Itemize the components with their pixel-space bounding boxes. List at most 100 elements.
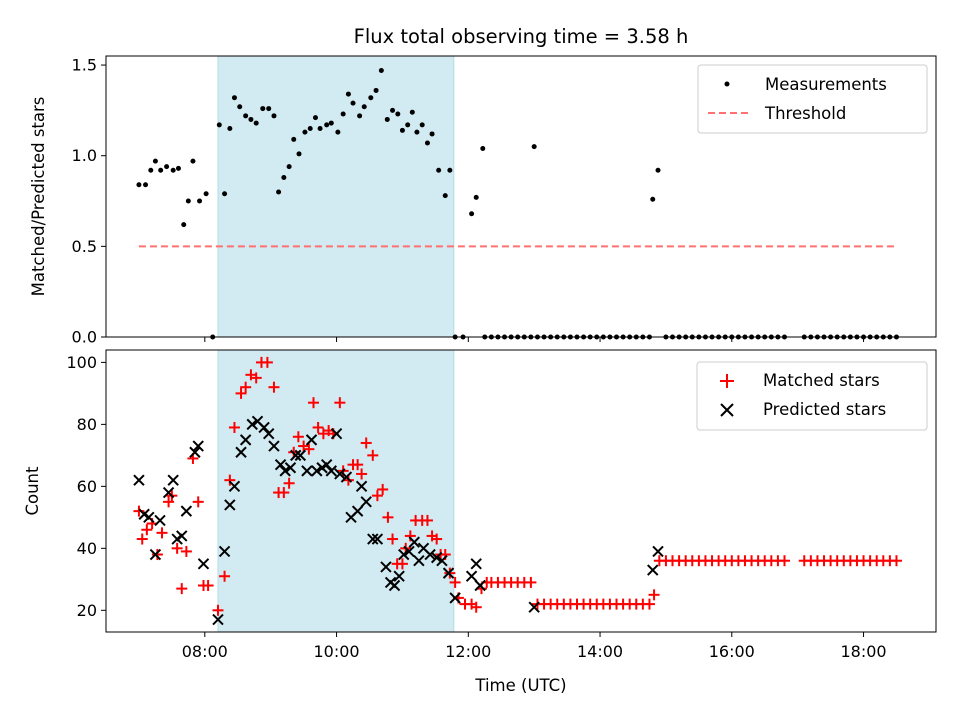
measurement-point bbox=[384, 116, 390, 122]
measurement-point bbox=[216, 122, 222, 128]
measurement-point bbox=[227, 126, 233, 132]
matched-star-point bbox=[250, 372, 262, 384]
predicted-star-point bbox=[294, 449, 307, 462]
top-y-axis: 0.0 0.5 1.0 1.5 bbox=[72, 56, 106, 347]
legend-matched-label: Matched stars bbox=[763, 371, 880, 390]
matched-star-point bbox=[261, 356, 273, 368]
measurement-point bbox=[390, 107, 396, 113]
measurement-point bbox=[340, 111, 346, 117]
bottom-panel: 20 40 60 80 100 08:00 10:00 12:00 14:00 16:00 18:… bbox=[23, 349, 937, 695]
measurement-point bbox=[237, 104, 243, 110]
predicted-star-point bbox=[647, 564, 659, 576]
matched-star-point bbox=[431, 533, 443, 545]
matched-star-point bbox=[278, 487, 290, 499]
bottom-axes-frame bbox=[105, 349, 937, 633]
measurement-point bbox=[399, 127, 405, 133]
bottom-x-tick-label: 08:00 bbox=[182, 642, 228, 661]
measurement-point bbox=[350, 100, 356, 106]
measurement-point bbox=[424, 140, 430, 146]
measurement-point bbox=[317, 126, 323, 132]
matched-star-point bbox=[352, 459, 364, 471]
matched-star-point bbox=[136, 533, 148, 545]
matched-star-point bbox=[449, 576, 461, 588]
measurement-point bbox=[328, 120, 334, 126]
measurement-point bbox=[345, 91, 351, 97]
measurement-point bbox=[185, 198, 191, 204]
predicted-star-point bbox=[330, 427, 343, 440]
matched-star-point bbox=[163, 496, 175, 508]
matched-star-point bbox=[202, 580, 214, 592]
measurement-point bbox=[429, 131, 435, 137]
top-y-tick-label: 1.5 bbox=[72, 56, 97, 75]
measurement-point bbox=[473, 194, 479, 200]
predicted-star-point bbox=[380, 561, 392, 573]
predicted-star-point bbox=[325, 465, 337, 477]
measurement-point bbox=[405, 122, 411, 128]
matched-star-point bbox=[387, 533, 399, 545]
measurement-point bbox=[409, 109, 415, 115]
predicted-star-point bbox=[133, 474, 145, 486]
predicted-star-point bbox=[290, 449, 302, 462]
predicted-star-point bbox=[393, 570, 405, 582]
measurement-point bbox=[266, 106, 272, 112]
matched-star-point bbox=[404, 530, 416, 542]
predicted-star-point bbox=[301, 465, 313, 477]
predicted-star-point bbox=[154, 514, 166, 527]
matched-star-point bbox=[171, 542, 183, 554]
measurement-point bbox=[158, 167, 164, 173]
predicted-star-point bbox=[528, 601, 540, 613]
measurement-point bbox=[480, 145, 486, 151]
predicted-star-point bbox=[162, 486, 175, 499]
legend-measurements-label: Measurements bbox=[765, 75, 887, 94]
predicted-star-point bbox=[408, 536, 420, 548]
bottom-x-tick-label: 16:00 bbox=[709, 642, 755, 661]
matched-stars-points bbox=[133, 356, 902, 616]
predicted-star-point bbox=[246, 418, 258, 431]
bottom-x-tick-label: 14:00 bbox=[577, 642, 623, 661]
top-y-tick-label: 0.0 bbox=[72, 328, 97, 347]
predicted-star-point bbox=[197, 558, 210, 570]
measurement-point bbox=[170, 167, 176, 173]
matched-star-point bbox=[156, 527, 168, 539]
top-y-tick-label: 0.5 bbox=[72, 237, 97, 256]
predicted-star-point bbox=[149, 548, 162, 561]
predicted-star-point bbox=[320, 458, 333, 471]
top-legend-box bbox=[697, 64, 928, 134]
top-y-tick-label: 1.0 bbox=[72, 146, 97, 165]
bottom-shade-rect bbox=[217, 349, 455, 633]
measurement-point bbox=[181, 222, 187, 228]
measurement-point bbox=[286, 164, 292, 170]
predicted-star-point bbox=[268, 440, 280, 452]
measurement-point bbox=[276, 189, 282, 195]
predicted-star-point bbox=[474, 579, 486, 592]
matched-star-point bbox=[890, 555, 902, 567]
predicted-star-point bbox=[371, 533, 384, 545]
measurement-point bbox=[175, 165, 181, 171]
matched-star-point bbox=[224, 474, 236, 486]
predicted-star-point bbox=[258, 421, 270, 434]
measurement-point bbox=[190, 158, 196, 164]
measurement-point bbox=[395, 111, 401, 117]
measurement-point bbox=[203, 191, 209, 197]
bottom-x-axis-label: Time (UTC) bbox=[474, 676, 566, 695]
measurement-point bbox=[368, 95, 374, 101]
predicted-star-point bbox=[192, 440, 204, 452]
measurement-point bbox=[281, 174, 287, 180]
legend-predicted-marker bbox=[720, 403, 734, 417]
predicted-star-point bbox=[279, 465, 291, 477]
legend-measurements-marker bbox=[724, 81, 730, 87]
measurement-point bbox=[447, 167, 453, 173]
predicted-star-point bbox=[465, 570, 478, 582]
matched-star-point bbox=[356, 468, 368, 480]
predicted-star-point bbox=[274, 458, 287, 471]
measurement-point bbox=[148, 167, 154, 173]
predicted-star-point bbox=[176, 530, 188, 542]
predicted-star-point bbox=[311, 465, 323, 477]
measurement-point bbox=[436, 167, 442, 173]
measurement-point bbox=[335, 129, 341, 135]
matched-star-point bbox=[133, 505, 145, 517]
matched-star-point bbox=[778, 555, 790, 567]
predicted-star-point bbox=[430, 551, 443, 564]
measurement-point bbox=[378, 68, 384, 74]
